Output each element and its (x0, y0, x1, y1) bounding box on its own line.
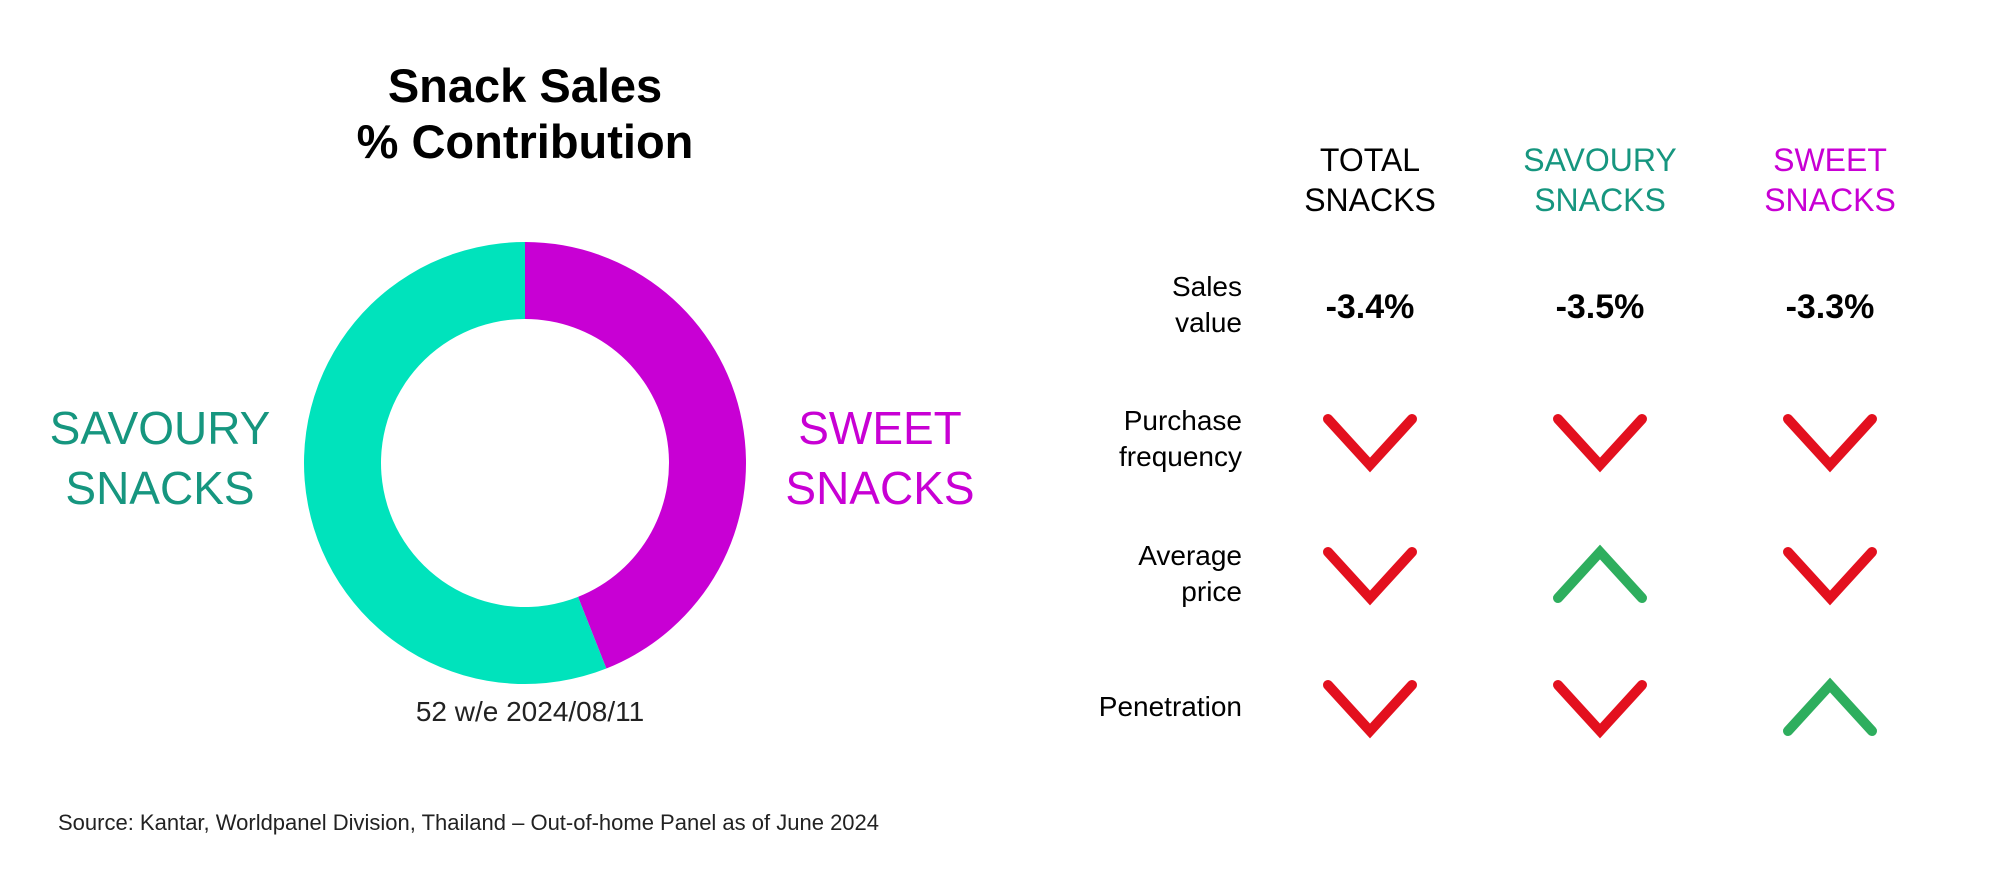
savoury-slice-label: SAVOURY SNACKS (40, 398, 280, 518)
donut-slice-sweet (525, 242, 747, 669)
col-head-total: TOTAL SNACKS (1250, 140, 1490, 220)
row-label-sales-value: Sales value (1012, 269, 1242, 341)
chart-title-line-2: % Contribution (356, 115, 694, 168)
col-head-sweet: SWEET SNACKS (1710, 140, 1950, 220)
donut-chart (304, 242, 747, 684)
cell-frequency-total-arrow-icon (1323, 414, 1417, 473)
cell-price-savoury-arrow-icon (1553, 544, 1647, 603)
row-label-average-line-1: Average (1138, 540, 1242, 571)
col-head-sweet-line-2: SNACKS (1764, 182, 1896, 218)
cell-penetration-savoury-arrow-icon (1553, 680, 1647, 739)
cell-frequency-savoury-arrow-icon (1553, 414, 1647, 473)
col-head-total-line-2: SNACKS (1304, 182, 1436, 218)
cell-price-total-arrow-icon (1323, 547, 1417, 606)
row-label-penetration: Penetration (1012, 689, 1242, 725)
chart-title-line-1: Snack Sales (387, 59, 663, 112)
col-head-total-line-1: TOTAL (1319, 142, 1421, 178)
sweet-label-line-2: SNACKS (785, 462, 975, 514)
cell-sales-sweet: -3.3% (1785, 288, 1875, 326)
row-label-purchase-frequency: Purchase frequency (1012, 403, 1242, 475)
col-head-savoury: SAVOURY SNACKS (1480, 140, 1720, 220)
row-label-average-line-2: price (1181, 576, 1242, 607)
col-head-sweet-line-1: SWEET (1773, 142, 1887, 178)
cell-sales-savoury: -3.5% (1555, 288, 1645, 326)
cell-penetration-sweet-arrow-icon (1783, 677, 1877, 736)
row-label-purchase-line-1: Purchase (1123, 405, 1242, 436)
cell-sales-total: -3.4% (1325, 288, 1415, 326)
savoury-label-line-1: SAVOURY (49, 402, 271, 454)
chart-title: Snack Sales % Contribution (330, 58, 720, 170)
sweet-slice-label: SWEET SNACKS (770, 398, 990, 518)
sweet-label-line-1: SWEET (798, 402, 962, 454)
row-label-sales-line-1: Sales (1171, 271, 1242, 302)
row-label-average-price: Average price (1012, 538, 1242, 610)
donut-slice-savoury (304, 242, 607, 684)
col-head-savoury-line-1: SAVOURY (1523, 142, 1677, 178)
cell-frequency-sweet-arrow-icon (1783, 414, 1877, 473)
cell-price-sweet-arrow-icon (1783, 547, 1877, 606)
col-head-savoury-line-2: SNACKS (1534, 182, 1666, 218)
row-label-sales-line-2: value (1175, 307, 1242, 338)
cell-penetration-total-arrow-icon (1323, 680, 1417, 739)
source-note: Source: Kantar, Worldpanel Division, Tha… (58, 810, 880, 835)
savoury-label-line-2: SNACKS (65, 462, 255, 514)
row-label-penetration-line-1: Penetration (1098, 691, 1242, 722)
row-label-purchase-line-2: frequency (1119, 441, 1242, 472)
period-label: 52 w/e 2024/08/11 (415, 696, 645, 727)
